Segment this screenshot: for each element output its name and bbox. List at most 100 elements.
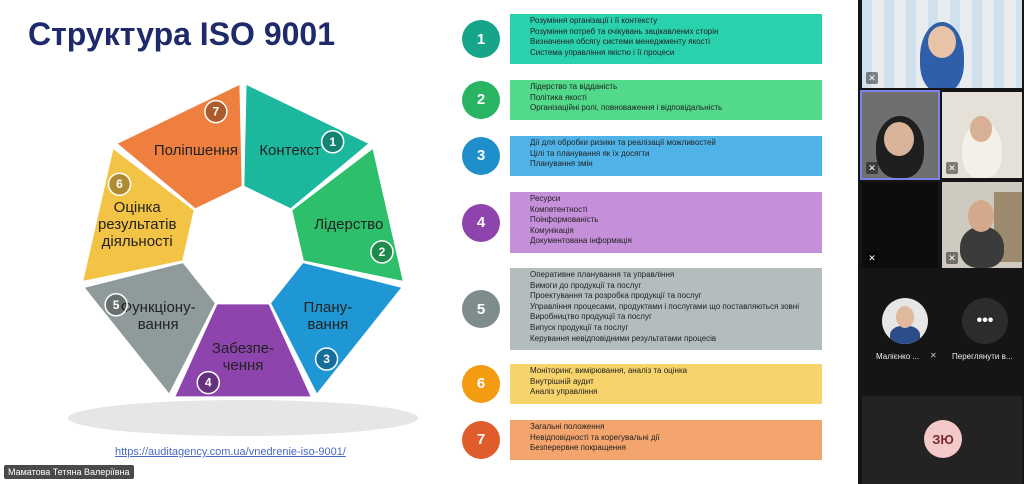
wheel-label-2: Лідерство <box>314 216 383 233</box>
wheel-label-line: вання <box>138 316 179 333</box>
section-item: Невідповідності та корегувальні дії <box>530 433 814 444</box>
wheel-segment-6 <box>83 149 194 281</box>
iso-wheel: Контекст 1 Лідерство 2 Плану-вання 3 Забезпе-ч… <box>68 85 418 436</box>
wheel-number-badge-5 <box>104 293 128 317</box>
section-item: Керування невідповідними результатами пр… <box>530 334 814 345</box>
section-number-circle: 1 <box>462 20 500 59</box>
section-item: Документована інформація <box>530 236 814 247</box>
section-item: Вимоги до продукції та послуг <box>530 281 814 292</box>
wheel-segment-7 <box>117 85 242 209</box>
section-number-circle: 4 <box>462 203 500 242</box>
mic-off-icon: ✕ <box>866 162 878 174</box>
section-box: РесурсиКомпетентностіПоінформованістьКом… <box>510 192 822 253</box>
section-item: Аналіз управління <box>530 387 814 398</box>
section-item: Політика якості <box>530 93 814 104</box>
participants-panel: ✕ ✕ ✕ ✕ ✕ Малієнко ... ✕ ••• Переглянути… <box>858 0 1024 484</box>
section-number-circle: 5 <box>462 290 500 329</box>
participant-face <box>928 26 956 58</box>
section-item: Система управління якістю і її процеси <box>530 48 814 59</box>
presenter-name-tag: Маматова Тетяна Валеріївна <box>4 465 134 479</box>
participant-figure <box>960 226 1004 268</box>
avatar-face <box>896 306 914 328</box>
section-item: Ресурси <box>530 194 814 205</box>
shared-slide: Структура ISO 9001 Контекст 1 Лідерство 2 Пл… <box>0 0 858 484</box>
section-item: Випуск продукції та послуг <box>530 323 814 334</box>
self-view-tile[interactable]: ЗЮ <box>862 396 1022 484</box>
section-item: Лідерство та відданість <box>530 82 814 93</box>
participant-face <box>884 122 914 156</box>
section-item: Виробництво продукції та послуг <box>530 312 814 323</box>
participant-tile-3[interactable]: ✕ <box>942 92 1022 178</box>
participant-face <box>968 200 994 232</box>
wheel-number-1: 1 <box>329 135 336 149</box>
mic-off-icon: ✕ <box>866 252 878 264</box>
avatar-body <box>890 326 920 344</box>
wheel-label-line: результатів <box>98 216 177 233</box>
mic-off-icon: ✕ <box>946 252 958 264</box>
wheel-label-line: Функціону- <box>121 299 196 316</box>
participant-tile-5[interactable]: ✕ <box>942 182 1022 268</box>
section-item: Оперативне планування та управління <box>530 270 814 281</box>
section-items: Оперативне планування та управлінняВимог… <box>518 270 814 344</box>
participant-tile-2[interactable]: ✕ <box>860 90 940 180</box>
section-number-circle: 7 <box>462 420 500 459</box>
section-item: Безперервне покращення <box>530 443 814 454</box>
section-number-circle: 3 <box>462 136 500 175</box>
wheel-number-badge-1 <box>320 130 345 154</box>
section-number-circle: 2 <box>462 80 500 119</box>
wheel-label-line: чення <box>223 357 264 374</box>
section-item: Цілі та планування як їх досягти <box>530 149 814 160</box>
section-item: Дії для обробки ризики та реалізації мож… <box>530 138 814 149</box>
section-items: РесурсиКомпетентностіПоінформованістьКом… <box>518 194 814 247</box>
wheel-label-3: Плану-вання <box>304 299 353 333</box>
ellipsis-icon: ••• <box>962 298 1008 344</box>
wheel-label-7: Поліпшення <box>154 142 238 159</box>
wheel-label-6: Оцінка результатів діяльності <box>98 199 177 250</box>
initials-avatar: ЗЮ <box>924 420 962 458</box>
wheel-number-badge-2 <box>370 240 394 264</box>
participant-tile-4[interactable]: ✕ <box>862 182 938 268</box>
wheel-label-line: діяльності <box>102 233 173 250</box>
more-participants-button[interactable]: ••• Переглянути в... <box>950 270 1020 390</box>
participant-tile-speaker[interactable]: ✕ <box>862 0 1022 88</box>
section-item: Загальні положення <box>530 422 814 433</box>
avatar <box>882 298 928 344</box>
wheel-number-badge-4 <box>196 370 221 395</box>
wheel-number-4: 4 <box>205 376 212 390</box>
section-item: Моніторинг, вимірювання, аналіз та оцінк… <box>530 366 814 377</box>
section-item: Планування змін <box>530 159 814 170</box>
wheel-number-3: 3 <box>323 352 330 366</box>
section-items: Лідерство та відданістьПолітика якостіОр… <box>518 82 814 114</box>
wheel-number-5: 5 <box>113 298 120 312</box>
section-item: Розуміння потреб та очікувань зацікавлен… <box>530 27 814 38</box>
section-item: Управління процесами, продуктами і послу… <box>530 302 814 313</box>
wheel-number-badge-3 <box>314 347 339 371</box>
source-link[interactable]: https://auditagency.com.ua/vnedrenie-iso… <box>115 446 346 458</box>
section-number-circle: 6 <box>462 364 500 403</box>
wheel-segment-1 <box>244 85 369 209</box>
wheel-number-6: 6 <box>116 177 123 191</box>
wheel-shadow <box>68 400 418 436</box>
wheel-segment-5 <box>84 263 215 394</box>
section-box: Лідерство та відданістьПолітика якостіОр… <box>510 80 822 120</box>
section-item: Проектування та розробка продукції та по… <box>530 291 814 302</box>
wheel-label-line: Плану- <box>304 299 353 316</box>
wheel-label-line: Забезпе- <box>212 340 274 357</box>
wheel-number-badge-7 <box>204 99 228 124</box>
section-item: Комунікація <box>530 226 814 237</box>
wheel-label-line: Контекст <box>259 142 321 159</box>
wheel-segment-4 <box>175 304 311 397</box>
mic-off-icon: ✕ <box>930 351 937 360</box>
section-item: Визначення обсягу системи менеджменту як… <box>530 37 814 48</box>
slide-title: Структура ISO 9001 <box>28 16 335 52</box>
wheel-label-line: Оцінка <box>114 199 162 216</box>
section-item: Компетентності <box>530 205 814 216</box>
wheel-label-line: Поліпшення <box>154 142 238 159</box>
more-label: Переглянути в... <box>952 352 1013 361</box>
mic-off-icon: ✕ <box>866 72 878 84</box>
wheel-label-5: Функціону-вання <box>121 299 196 333</box>
participant-avatar-tile[interactable]: Малієнко ... ✕ <box>862 270 942 390</box>
wheel-label-4: Забезпе-чення <box>212 340 274 374</box>
section-box: Оперативне планування та управлінняВимог… <box>510 268 822 351</box>
section-items: Розуміння організації і її контекстуРозу… <box>518 16 814 58</box>
